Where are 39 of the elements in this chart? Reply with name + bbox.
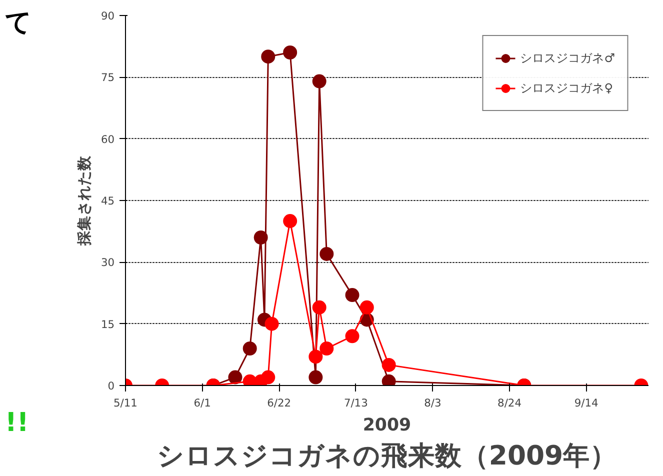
x-tick-label: 8/24 bbox=[498, 396, 522, 410]
point bbox=[320, 246, 334, 261]
y-tick-label: 45 bbox=[100, 194, 115, 208]
y-tick-label: 90 bbox=[100, 10, 115, 22]
x-tick-label: 6/1 bbox=[194, 396, 211, 410]
point bbox=[283, 46, 298, 60]
y-tick-label: 15 bbox=[100, 318, 115, 331]
point bbox=[312, 300, 326, 314]
y-tick-label: 0 bbox=[108, 380, 115, 392]
text: !! bbox=[5, 407, 29, 440]
text: シロスジコガネの飛来数（2009年） bbox=[156, 440, 618, 472]
point bbox=[345, 329, 360, 344]
x-tick-label: 5/11 bbox=[114, 396, 138, 410]
point bbox=[312, 74, 326, 88]
point bbox=[345, 288, 360, 302]
y-tick-label: 30 bbox=[100, 256, 115, 270]
x-tick-label: 7/13 bbox=[344, 396, 368, 410]
legend-label: シロスジコガネ♀ bbox=[520, 80, 614, 96]
x-tick-label: 6/22 bbox=[267, 396, 292, 410]
text: て bbox=[5, 7, 32, 40]
point bbox=[261, 370, 276, 384]
point bbox=[320, 342, 334, 356]
y-tick-label: 75 bbox=[100, 71, 115, 84]
point bbox=[254, 230, 268, 244]
legend-label: シロスジコガネ♂ bbox=[520, 50, 615, 66]
point bbox=[308, 370, 323, 384]
y-tick-label: 60 bbox=[100, 132, 115, 146]
point bbox=[382, 358, 396, 372]
point bbox=[360, 300, 374, 314]
point bbox=[261, 50, 276, 64]
x-tick-label: 8/3 bbox=[424, 396, 442, 410]
point bbox=[242, 342, 257, 356]
point bbox=[264, 316, 279, 331]
x-axis-title: 2009 bbox=[362, 416, 412, 436]
y-axis-title: 採集された数 bbox=[76, 154, 93, 246]
x-tick-label: 9/14 bbox=[574, 396, 599, 410]
point bbox=[228, 370, 242, 384]
point bbox=[283, 214, 298, 228]
point bbox=[308, 350, 323, 364]
